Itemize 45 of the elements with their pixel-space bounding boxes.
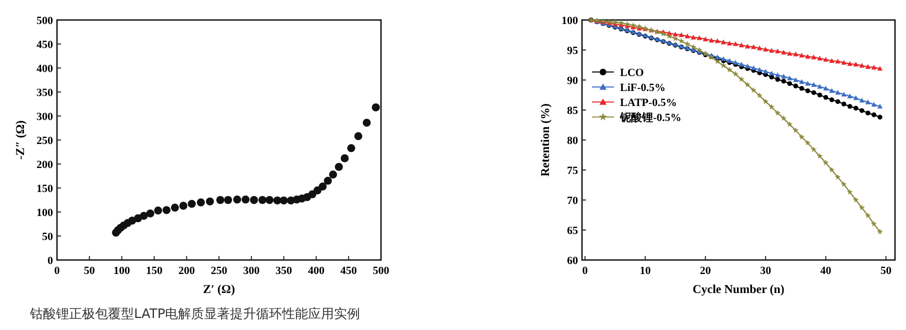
y-tick-label: 75 — [567, 165, 578, 177]
x-tick-label: 50 — [880, 265, 892, 277]
x-tick-label: 250 — [210, 265, 228, 277]
y-tick-label: 200 — [36, 159, 54, 171]
y-axis-title: -Z″ (Ω) — [13, 120, 27, 160]
y-tick-label: 85 — [567, 105, 578, 117]
y-tick-label: 150 — [36, 183, 54, 195]
y-tick-label: 500 — [36, 15, 54, 27]
y-tick-label: 70 — [567, 195, 578, 207]
legend-label: 铌酸锂-0.5% — [619, 111, 682, 124]
x-tick-label: 30 — [760, 265, 772, 277]
x-tick-label: 150 — [146, 265, 163, 277]
x-tick-label: 40 — [820, 265, 832, 277]
x-tick-label: 350 — [276, 265, 293, 277]
y-tick-label: 90 — [567, 75, 578, 87]
x-tick-label: 450 — [340, 265, 358, 277]
x-axis-title: Z′ (Ω) — [203, 282, 235, 296]
y-tick-label: 80 — [567, 135, 578, 147]
x-tick-label: 20 — [700, 265, 712, 277]
y-tick-label: 250 — [36, 135, 54, 147]
y-tick-label: 100 — [562, 15, 578, 27]
y-tick-label: 95 — [567, 45, 578, 57]
y-tick-label: 0 — [48, 255, 54, 267]
x-axis-title: Cycle Number (n) — [692, 282, 784, 296]
y-tick-label: 400 — [36, 63, 54, 75]
x-tick-label: 300 — [243, 265, 260, 277]
x-tick-label: 200 — [178, 265, 196, 277]
y-tick-label: 450 — [36, 39, 54, 51]
x-tick-label: 50 — [84, 265, 96, 277]
y-tick-label: 60 — [567, 255, 578, 267]
legend-label: LiF-0.5% — [620, 82, 666, 94]
y-tick-label: 100 — [36, 207, 54, 219]
x-tick-label: 0 — [582, 265, 588, 277]
y-tick-label: 50 — [42, 231, 54, 243]
y-axis-title: Retention (%) — [538, 104, 552, 176]
legend-label: LCO — [620, 67, 644, 79]
y-tick-label: 300 — [36, 111, 54, 123]
text: 钴酸锂正极包覆型LATP电解质显著提升循环性能应用实例 — [29, 306, 360, 322]
legend-label: LATP-0.5% — [620, 97, 677, 109]
x-tick-label: 400 — [308, 265, 325, 277]
x-tick-label: 100 — [114, 265, 131, 277]
y-tick-label: 350 — [36, 87, 54, 99]
x-tick-label: 500 — [372, 265, 390, 277]
y-tick-label: 65 — [567, 225, 578, 237]
x-tick-label: 10 — [640, 265, 652, 277]
